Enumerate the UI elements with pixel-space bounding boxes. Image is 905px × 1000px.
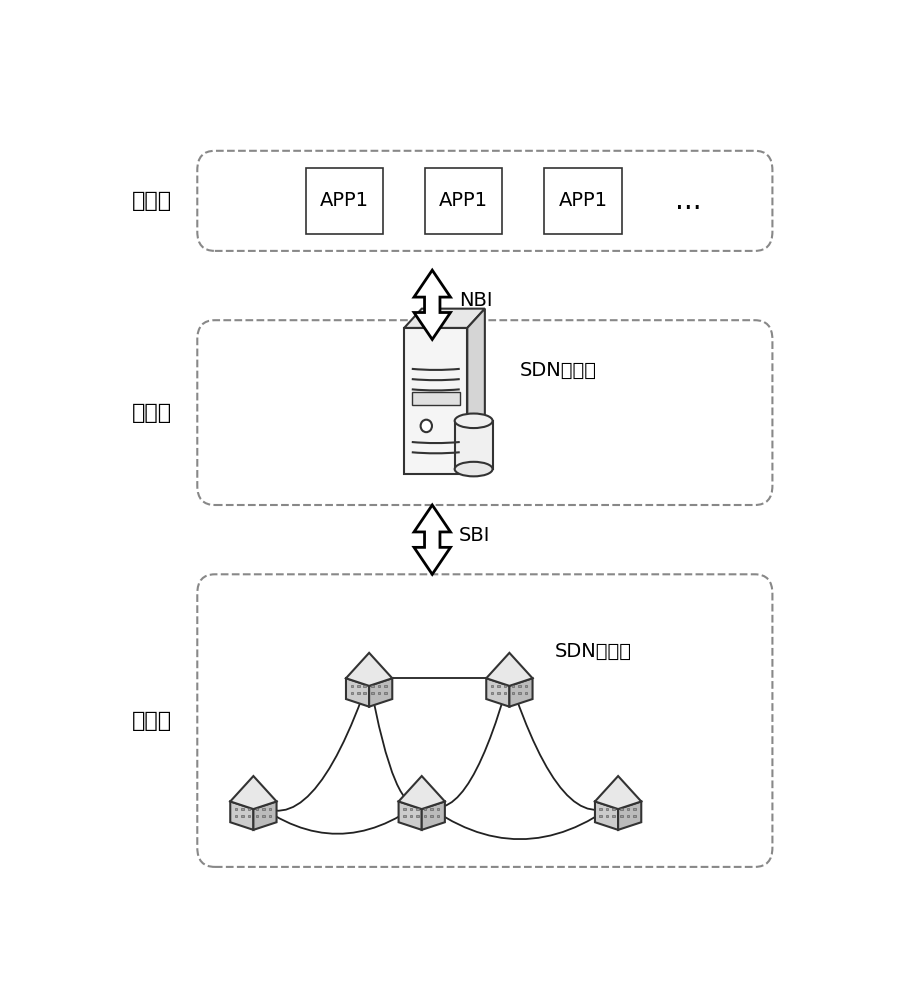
Polygon shape [595, 801, 618, 830]
Polygon shape [253, 801, 277, 830]
Bar [437, 815, 440, 817]
Text: APP1: APP1 [439, 191, 489, 210]
Bar [371, 692, 374, 694]
Polygon shape [230, 801, 253, 830]
Polygon shape [486, 678, 510, 707]
FancyBboxPatch shape [405, 328, 467, 474]
Bar [262, 808, 264, 810]
Bar [627, 815, 629, 817]
Bar [377, 692, 380, 694]
Bar [497, 685, 500, 687]
Polygon shape [510, 678, 532, 707]
Bar [262, 815, 264, 817]
Polygon shape [346, 678, 369, 707]
Bar [504, 692, 506, 694]
Bar [403, 808, 405, 810]
Bar [504, 685, 506, 687]
Bar [599, 808, 602, 810]
Polygon shape [398, 801, 422, 830]
Text: SDN控制层: SDN控制层 [520, 361, 597, 380]
FancyBboxPatch shape [425, 168, 502, 234]
Bar [424, 808, 426, 810]
Bar [613, 815, 615, 817]
Bar [269, 815, 271, 817]
Text: ...: ... [675, 187, 701, 215]
Bar [364, 685, 366, 687]
Bar [410, 815, 412, 817]
FancyBboxPatch shape [412, 392, 460, 405]
Polygon shape [369, 678, 392, 707]
Bar [518, 685, 520, 687]
Bar [491, 685, 493, 687]
Bar [248, 815, 251, 817]
Bar [511, 685, 514, 687]
Bar [416, 815, 419, 817]
Bar [350, 692, 353, 694]
Bar [269, 808, 271, 810]
Bar [248, 808, 251, 810]
Bar [497, 692, 500, 694]
Polygon shape [422, 801, 445, 830]
Bar [255, 815, 258, 817]
Bar [403, 815, 405, 817]
Bar [634, 815, 636, 817]
Bar [620, 815, 623, 817]
Polygon shape [405, 309, 485, 328]
Polygon shape [618, 801, 642, 830]
Bar [255, 808, 258, 810]
Bar [385, 685, 386, 687]
Polygon shape [595, 776, 642, 809]
Bar [606, 815, 608, 817]
Bar [410, 808, 412, 810]
Text: NBI: NBI [459, 291, 492, 310]
Text: APP1: APP1 [320, 191, 369, 210]
Bar [518, 692, 520, 694]
Bar [242, 808, 243, 810]
Polygon shape [398, 776, 445, 809]
Bar [613, 808, 615, 810]
Text: 控制层: 控制层 [131, 403, 172, 423]
Ellipse shape [454, 414, 492, 428]
Bar [634, 808, 636, 810]
Bar [599, 815, 602, 817]
Bar [491, 692, 493, 694]
Bar [620, 808, 623, 810]
Text: 转发层: 转发层 [131, 711, 172, 731]
Bar [431, 808, 433, 810]
Polygon shape [230, 776, 277, 809]
Bar [371, 685, 374, 687]
Text: APP1: APP1 [558, 191, 607, 210]
Bar [606, 808, 608, 810]
Bar [511, 692, 514, 694]
Bar [424, 815, 426, 817]
Bar [437, 808, 440, 810]
FancyBboxPatch shape [454, 421, 492, 469]
Bar [350, 685, 353, 687]
Bar [357, 685, 359, 687]
Bar [234, 808, 237, 810]
Text: SBI: SBI [459, 526, 491, 545]
Polygon shape [414, 505, 451, 574]
Bar [416, 808, 419, 810]
Bar [627, 808, 629, 810]
Polygon shape [346, 653, 392, 686]
Bar [431, 815, 433, 817]
Polygon shape [414, 270, 451, 339]
Text: SDN交换机: SDN交换机 [555, 642, 632, 661]
Bar [364, 692, 366, 694]
Bar [242, 815, 243, 817]
Bar [525, 692, 527, 694]
Circle shape [421, 420, 432, 432]
Text: 应用层: 应用层 [131, 191, 172, 211]
Bar [357, 692, 359, 694]
Polygon shape [467, 309, 485, 474]
FancyBboxPatch shape [306, 168, 383, 234]
Bar [385, 692, 386, 694]
Bar [234, 815, 237, 817]
Bar [377, 685, 380, 687]
FancyBboxPatch shape [545, 168, 622, 234]
Polygon shape [486, 653, 532, 686]
Ellipse shape [454, 462, 492, 476]
Bar [525, 685, 527, 687]
